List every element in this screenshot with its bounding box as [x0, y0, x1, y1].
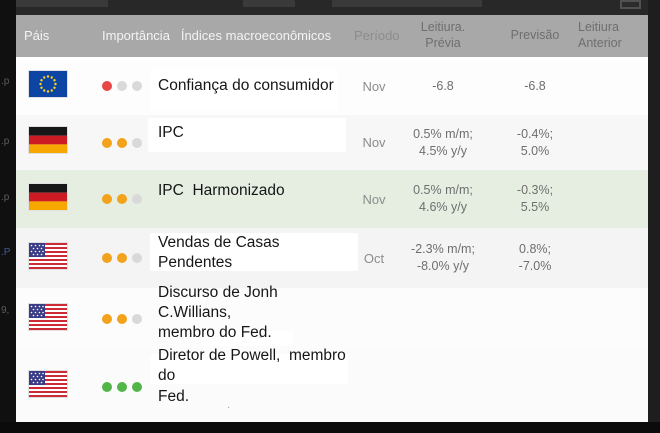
period-value: Nov [362, 78, 386, 94]
column-header-leitura-previa: Leitiura. Prévia [420, 20, 466, 50]
calendar-table: Páis Importância Índices macroeconômicos… [16, 15, 648, 423]
truncated-window-text [243, 0, 295, 7]
event-name: Diretor de Powell, membro do Fed. [158, 347, 346, 405]
importance-indicator [102, 81, 158, 91]
forecast-value: -6.8 [524, 78, 546, 93]
table-row[interactable]: Confiança do consumidor Nov -6.8 -6.8 [16, 57, 648, 115]
truncated-window-text [332, 0, 482, 7]
event-name: Confiança do consumidor [158, 76, 334, 94]
column-header-previsao: Previsão [510, 28, 560, 43]
event-name: IPC [158, 124, 184, 142]
text-highlight-box [150, 69, 338, 111]
forecast-value: -0.3%; 5.5% [516, 183, 554, 214]
event-name: Vendas de Casas Pendentes [158, 233, 284, 271]
column-header-leitura-anterior: Leitiura Anterior [578, 20, 622, 50]
forecast-value: 0.8%; -7.0% [518, 242, 552, 273]
period-value: Nov [362, 135, 386, 150]
window-top-bar [0, 0, 660, 15]
truncated-window-control[interactable] [620, 0, 641, 9]
window-left-edge: .p .p .p .P 9, [0, 0, 16, 433]
table-row-highlighted[interactable]: IPC Harmonizado Nov 0.5% m/m; 4.6% y/y -… [16, 170, 648, 228]
european-union-flag-icon [29, 70, 67, 97]
previous-reading-value: 0.5% m/m; 4.5% y/y [413, 126, 473, 158]
table-row[interactable]: IPC Nov 0.5% m/m; 4.5% y/y -0.4%; 5.0% [16, 115, 648, 170]
importance-indicator [102, 253, 158, 263]
germany-flag-icon [29, 127, 67, 153]
forecast-value: -0.4%; 5.0% [516, 126, 554, 158]
event-name: IPC Harmonizado [158, 181, 285, 199]
column-header-periodo: Período [354, 27, 400, 43]
cut-off-text-fragment: .P [1, 247, 11, 258]
united-states-flag-icon [29, 242, 67, 269]
importance-indicator [102, 137, 158, 148]
importance-indicator [102, 314, 158, 324]
column-header-importancia: Importância [102, 27, 170, 43]
cut-off-text-fragment: 9, [1, 305, 10, 316]
text-highlight-box [148, 118, 346, 152]
column-header-indices: Índices macroeconômicos [180, 27, 332, 43]
importance-indicator [102, 381, 158, 392]
previous-reading-value: -6.8 [432, 78, 454, 93]
text-highlight-box [150, 354, 348, 384]
period-value: Oct [363, 250, 385, 266]
cut-off-text-fragment: .p [1, 76, 10, 87]
table-header-row: Páis Importância Índices macroeconômicos… [16, 15, 648, 57]
cut-off-text-fragment: .p [1, 192, 10, 203]
table-row[interactable]: · Diretor de Powell, membro do Fed. [16, 347, 648, 423]
stray-mark: · [227, 402, 231, 413]
text-highlight-box [150, 233, 358, 271]
previous-reading-value: -2.3% m/m; -8.0% y/y [411, 242, 475, 273]
window-right-edge [648, 0, 660, 433]
text-highlight-box: - [201, 331, 293, 346]
united-states-flag-icon [29, 303, 67, 330]
united-states-flag-icon [29, 371, 67, 397]
germany-flag-icon [29, 183, 67, 210]
period-value: Nov [362, 191, 386, 207]
previous-reading-value: 0.5% m/m; 4.6% y/y [413, 183, 473, 214]
column-header-pais: Páis [24, 27, 50, 43]
window-bottom-edge [0, 422, 660, 433]
stray-mark: - [259, 332, 263, 343]
truncated-window-text [2, 0, 108, 7]
cut-off-text-fragment: .p [1, 136, 10, 147]
table-row[interactable]: Vendas de Casas Pendentes Oct -2.3% m/m;… [16, 228, 648, 288]
event-name: Discurso de Jonh C.Willians, membro do F… [158, 283, 278, 342]
table-row[interactable]: - Discurso de Jonh C.Willians, membro do… [16, 284, 648, 350]
importance-indicator [102, 194, 158, 204]
